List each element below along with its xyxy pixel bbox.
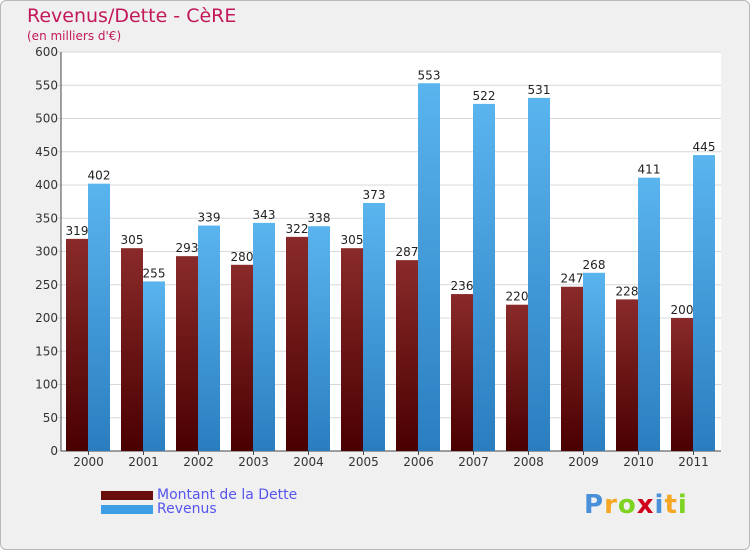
y-tick-label: 450 [35,145,58,159]
data-label: 293 [176,241,199,255]
legend-label-revenus: Revenus [157,501,217,517]
logo-letter: o [617,490,637,520]
data-label: 402 [88,169,111,183]
bar-revenus-2000 [88,183,110,452]
y-tick-label: 350 [35,211,58,225]
data-label: 236 [451,279,474,293]
x-tick-label: 2011 [678,455,709,469]
x-tick-label: 2005 [348,455,379,469]
logo-letter: t [664,490,678,520]
bar-montant-de-la-dette-2009 [561,286,583,451]
bar-montant-de-la-dette-2002 [176,256,198,451]
data-label: 319 [66,224,89,238]
data-label: 228 [616,284,639,298]
data-label: 220 [506,290,529,304]
legend-swatch-revenus [101,504,153,514]
bar-montant-de-la-dette-2010 [616,299,638,451]
data-label: 268 [583,258,606,272]
x-tick-label: 2006 [403,455,434,469]
y-tick-label: 550 [35,78,58,92]
data-label: 445 [693,140,716,154]
bar-revenus-2003 [253,222,275,451]
y-tick-label: 500 [35,112,58,126]
data-label: 531 [528,83,551,97]
y-tick-label: 300 [35,245,58,259]
data-label: 411 [638,163,661,177]
data-label: 322 [286,222,309,236]
bar-montant-de-la-dette-2004 [286,236,308,451]
bar-montant-de-la-dette-2000 [66,238,88,451]
data-label: 343 [253,208,276,222]
data-label: 247 [561,272,584,286]
x-tick-label: 2010 [623,455,654,469]
proxiti-logo: Proxiti [584,490,688,520]
bar-montant-de-la-dette-2008 [506,304,528,451]
data-label: 553 [418,68,441,82]
logo-letter: x [636,490,655,520]
legend-label-dette: Montant de la Dette [157,487,298,503]
data-label: 339 [198,211,221,225]
logo-letter: i [654,490,665,520]
bar-montant-de-la-dette-2006 [396,260,418,451]
data-label: 373 [363,188,386,202]
bar-revenus-2005 [363,202,385,451]
bar-revenus-2008 [528,97,550,451]
bar-montant-de-la-dette-2001 [121,248,143,451]
y-tick-label: 250 [35,278,58,292]
bar-montant-de-la-dette-2007 [451,294,473,451]
chart-title: Revenus/Dette - CèRE [27,5,237,27]
y-tick-label: 600 [35,45,58,59]
x-tick-label: 2002 [183,455,214,469]
y-tick-label: 0 [50,444,58,458]
x-tick-label: 2009 [568,455,599,469]
data-label: 280 [231,250,254,264]
bar-montant-de-la-dette-2011 [671,318,693,451]
x-tick-label: 2007 [458,455,489,469]
bar-revenus-2011 [693,155,715,451]
chart-subtitle: (en milliers d'€) [27,29,122,43]
bar-revenus-2001 [143,281,165,451]
bar-montant-de-la-dette-2003 [231,264,253,451]
y-tick-label: 200 [35,311,58,325]
data-label: 338 [308,211,331,225]
bar-revenus-2009 [583,272,605,451]
bar-revenus-2007 [473,103,495,452]
data-label: 305 [341,233,364,247]
bar-revenus-2004 [308,226,330,451]
x-tick-label: 2004 [293,455,324,469]
x-tick-label: 2003 [238,455,269,469]
y-tick-label: 50 [43,411,58,425]
y-tick-label: 100 [35,378,58,392]
x-tick-label: 2008 [513,455,544,469]
legend-swatch-dette [101,490,153,500]
y-tick-label: 150 [35,344,58,358]
legend-item-revenus: Revenus [101,501,217,517]
legend-item-dette: Montant de la Dette [101,487,298,503]
x-tick-label: 2000 [73,455,104,469]
logo-letter: r [604,490,618,520]
data-label: 522 [473,89,496,103]
data-label: 255 [143,266,166,280]
y-tick-label: 400 [35,178,58,192]
bar-revenus-2006 [418,83,440,451]
bar-revenus-2010 [638,177,660,451]
logo-letter: P [584,490,605,520]
data-label: 305 [121,233,144,247]
bar-revenus-2002 [198,225,220,451]
data-label: 200 [671,303,694,317]
bar-montant-de-la-dette-2005 [341,248,363,451]
x-tick-label: 2001 [128,455,159,469]
data-label: 287 [396,245,419,259]
logo-letter: i [677,490,688,520]
